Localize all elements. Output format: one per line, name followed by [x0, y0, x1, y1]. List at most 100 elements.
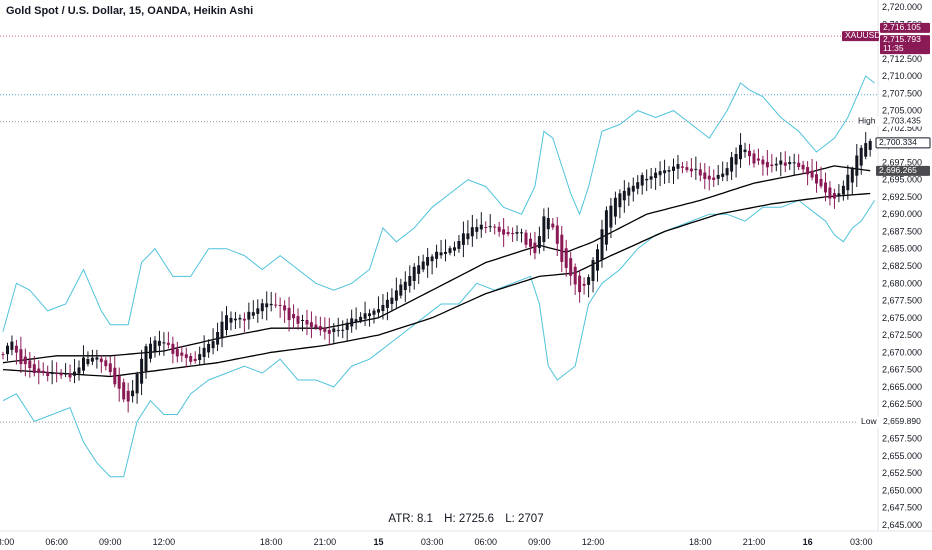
- candle: [502, 218, 506, 247]
- candle-body: [157, 340, 161, 346]
- candle: [95, 349, 99, 369]
- candle-body: [390, 297, 394, 304]
- last-price-tag-text: 2,715.793: [883, 34, 921, 44]
- candle: [198, 346, 202, 365]
- candle: [618, 189, 622, 219]
- candle: [73, 359, 76, 384]
- candle-body: [207, 343, 211, 353]
- candle-body: [515, 232, 519, 234]
- price-tick-label: 2,680.000: [882, 278, 922, 288]
- candle-body: [50, 372, 54, 374]
- price-tick-label: 2,665.000: [882, 382, 922, 392]
- candle-body: [166, 342, 170, 345]
- candle: [55, 362, 59, 383]
- candle: [99, 355, 103, 373]
- candle-body: [412, 266, 416, 281]
- candle-body: [596, 249, 599, 271]
- candle-body: [46, 371, 50, 376]
- candle-body: [68, 373, 72, 378]
- high-value-tag: 2,703.435: [880, 115, 930, 127]
- candle-body: [265, 303, 269, 308]
- candle: [113, 355, 117, 388]
- candle: [832, 188, 836, 209]
- candle: [135, 371, 139, 404]
- candle-body: [435, 251, 439, 259]
- candle-body: [828, 187, 832, 199]
- candle-body: [229, 317, 233, 323]
- ma-value-tag-box: [876, 165, 930, 176]
- price-tick-label: 2,672.500: [882, 330, 922, 340]
- time-tick-label: 03:00: [421, 537, 444, 547]
- low-value-tag-text: 2,659.890: [883, 416, 921, 426]
- candle-body: [140, 358, 144, 384]
- candle-body: [609, 205, 613, 228]
- candle: [166, 331, 170, 349]
- high-value-tag-text: 2,703.435: [883, 115, 921, 125]
- candle: [855, 144, 859, 187]
- candle: [323, 317, 327, 340]
- candle-body: [122, 382, 126, 400]
- candle-body: [640, 175, 644, 186]
- time-tick-label: 21:00: [743, 537, 766, 547]
- candle-body: [739, 144, 742, 160]
- candle: [108, 356, 112, 377]
- candle-body: [408, 276, 412, 286]
- candle: [582, 277, 586, 295]
- low-value-tag-box: [880, 417, 930, 428]
- price-tick-label: 2,647.500: [882, 503, 922, 513]
- candle: [314, 315, 318, 331]
- candle-body: [372, 310, 376, 315]
- candle-body: [506, 232, 510, 235]
- candle: [251, 300, 255, 320]
- time-tick-label: 06:00: [474, 537, 497, 547]
- candle: [421, 254, 425, 273]
- candle: [806, 161, 810, 186]
- candle-body: [162, 342, 166, 344]
- candle-body: [426, 257, 430, 266]
- candle: [470, 215, 474, 247]
- candle: [229, 311, 233, 331]
- high-label-tag-text: High: [858, 115, 876, 125]
- candle-body: [305, 320, 309, 325]
- candle: [587, 274, 591, 298]
- candle: [493, 224, 497, 235]
- candle: [484, 221, 488, 234]
- candle-body: [37, 368, 41, 373]
- candle-body: [837, 193, 841, 196]
- price-axis[interactable]: 2,645.000 2,647.500 2,650.000 2,652.500 2,65…: [877, 0, 922, 530]
- candle: [600, 219, 604, 268]
- symbol-price-tag-box: [880, 22, 930, 33]
- candle-body: [569, 258, 573, 276]
- candle-body: [278, 305, 282, 306]
- price-tick-label: 2,645.000: [882, 520, 922, 530]
- candle-body: [613, 197, 617, 217]
- candle: [506, 226, 510, 237]
- candle-body: [368, 313, 371, 317]
- candle-body: [497, 226, 501, 232]
- candle-body: [779, 160, 783, 165]
- time-axis[interactable]: 03:00 06:00 09:00 12:00 18:00 21:00 15 03:00 06:…: [0, 530, 932, 547]
- countdown-tag-box: [880, 44, 930, 55]
- candle-body: [350, 318, 354, 327]
- candle: [354, 307, 358, 330]
- candle-body: [685, 167, 689, 171]
- candle-body: [238, 317, 242, 320]
- price-tick-label: 2,687.500: [882, 226, 922, 236]
- candle-body: [792, 162, 796, 164]
- price-tick-label: 2,670.000: [882, 347, 922, 357]
- candle: [654, 167, 658, 190]
- candle-body: [783, 162, 787, 166]
- candle: [430, 254, 434, 275]
- candle: [524, 229, 528, 249]
- candle: [23, 348, 27, 377]
- low-value: L: 2707: [505, 513, 544, 525]
- candle-body: [810, 170, 814, 178]
- candle-body: [716, 174, 720, 179]
- candle-body: [859, 147, 863, 166]
- candle: [631, 177, 635, 202]
- candle: [792, 153, 796, 175]
- candle-body: [14, 345, 18, 353]
- candle-body: [19, 349, 23, 365]
- candle-body: [855, 155, 859, 176]
